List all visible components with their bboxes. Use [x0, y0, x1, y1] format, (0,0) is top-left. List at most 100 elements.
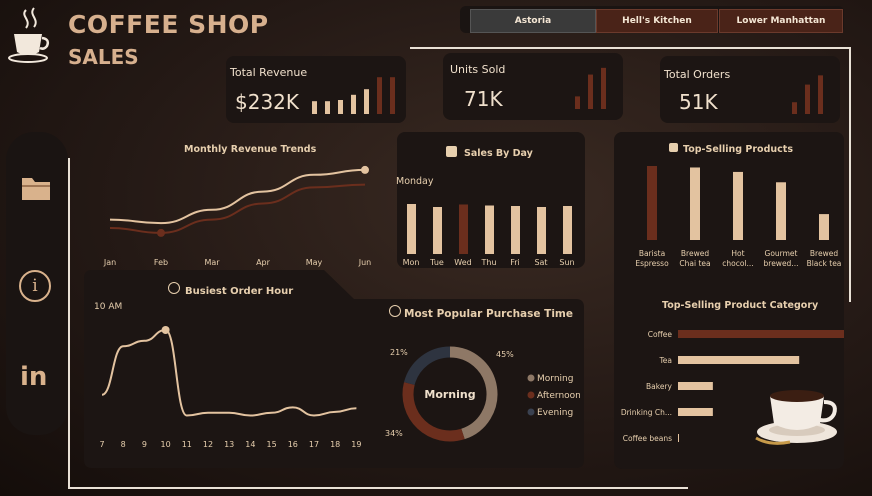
x-tick-label: Sun — [559, 258, 574, 267]
kpi-sparkline-bar — [601, 67, 606, 109]
peak-hour-marker — [161, 326, 170, 334]
x-tick-label: 11 — [182, 440, 192, 449]
x-tick-label: Black tea — [807, 259, 842, 268]
kpi-sparkline-bar — [325, 101, 330, 114]
x-tick-label: 9 — [142, 440, 147, 449]
busiest-hour-panel-bg — [84, 270, 584, 468]
y-tick-label: Coffee — [648, 330, 673, 339]
kpi-sparkline-bar — [351, 94, 356, 114]
x-tick-label: Hot — [731, 249, 744, 258]
peak-hour-label: 10 AM — [94, 302, 123, 312]
x-tick-label: 12 — [203, 440, 213, 449]
coffee-cup-illustration — [755, 390, 837, 445]
x-tick-label: Espresso — [635, 259, 669, 268]
product-bar — [690, 167, 700, 240]
x-tick-label: Wed — [454, 258, 471, 267]
x-tick-label: 16 — [288, 440, 298, 449]
calendar-icon — [446, 146, 457, 157]
legend-swatch — [527, 391, 535, 399]
legend-swatch — [527, 374, 535, 382]
revenue-series-line — [109, 168, 366, 225]
day-bar — [407, 204, 416, 254]
x-tick-label: Chai tea — [679, 259, 710, 268]
x-tick-label: 7 — [99, 440, 104, 449]
x-tick-label: 14 — [245, 440, 255, 449]
sales-by-day-chart: Mon Tue Wed Thu Fri Sat Sun — [403, 204, 575, 267]
tab-astoria[interactable]: Astoria — [470, 9, 596, 33]
donut-data-label: 34% — [385, 429, 403, 438]
revenue-max-marker — [361, 165, 369, 174]
kpi-sparkline-bar — [588, 74, 593, 109]
x-tick-label: Mar — [204, 258, 220, 267]
x-tick-label: Brewed — [681, 249, 709, 258]
y-tick-label: Bakery — [646, 382, 673, 391]
kpi-card-orders: Total Orders 51K — [660, 56, 840, 123]
chart-title-sales-by-day: Sales By Day — [464, 148, 533, 159]
day-bar — [485, 205, 494, 254]
linkedin-icon[interactable]: in — [20, 362, 48, 392]
kpi-sparkline-bar — [390, 77, 395, 114]
clock-icon — [168, 282, 180, 294]
x-tick-label: Tue — [429, 258, 444, 267]
day-bar — [459, 204, 468, 254]
kpi-sparkline — [312, 77, 395, 114]
kpi-sparkline-bar — [338, 100, 343, 114]
kpi-sparkline — [792, 75, 823, 114]
x-tick-label: Gourmet — [765, 249, 798, 258]
x-tick-label: 10 — [161, 440, 171, 449]
kpi-card-revenue: Total Revenue $232K — [226, 56, 406, 123]
day-bar — [511, 206, 520, 254]
clock-icon — [389, 305, 401, 317]
donut-center-label: Morning — [424, 388, 475, 401]
kpi-card-units: Units Sold 71K — [443, 53, 623, 120]
revenue-series-line — [109, 183, 366, 234]
purchase-time-donut: Morning 45% 34% 21% Morning Afternoon Evening — [385, 346, 580, 442]
top-category-chart: Coffee Tea Bakery Drinking Ch... Coffee bean… — [621, 330, 844, 443]
x-tick-label: May — [306, 258, 323, 267]
info-icon[interactable]: i — [19, 270, 51, 302]
product-bar — [647, 166, 657, 240]
chart-title-monthly-revenue: Monthly Revenue Trends — [184, 144, 317, 155]
revenue-min-marker — [157, 228, 165, 237]
product-bar — [819, 214, 829, 240]
kpi-sparkline-bar — [312, 101, 317, 114]
kpi-sparkline-bar — [805, 84, 810, 114]
kpi-value: 71K — [464, 87, 503, 111]
x-tick-label: Apr — [256, 258, 271, 267]
legend-swatch — [527, 408, 535, 416]
store-location-slicer: Astoria Hell's Kitchen Lower Manhattan — [460, 6, 844, 33]
donut-data-label: 45% — [496, 350, 514, 359]
page-title: COFFEE SHOP — [68, 10, 269, 39]
tab-hells-kitchen[interactable]: Hell's Kitchen — [596, 9, 718, 33]
frame-line-left — [68, 158, 70, 488]
x-tick-label: 15 — [267, 440, 277, 449]
top-products-card: Top-Selling Products Barista Espresso Brew… — [614, 132, 844, 469]
donut-data-label: 21% — [390, 348, 408, 357]
product-bar — [776, 182, 786, 240]
tab-lower-manhattan[interactable]: Lower Manhattan — [719, 9, 843, 33]
donut-slice — [403, 346, 451, 386]
kpi-value: 51K — [679, 90, 718, 114]
x-tick-label: 8 — [121, 440, 126, 449]
x-tick-label: Thu — [480, 258, 496, 267]
x-tick-label: 13 — [224, 440, 234, 449]
x-tick-label: Barista — [639, 249, 665, 258]
x-tick-label: Mon — [403, 258, 420, 267]
chart-title-purchase-time: Most Popular Purchase Time — [404, 308, 573, 320]
x-tick-label: 18 — [330, 440, 340, 449]
kpi-sparkline-bar — [792, 102, 797, 114]
hour-series-line — [101, 328, 357, 417]
folder-icon[interactable] — [20, 174, 52, 202]
legend-label: Afternoon — [537, 391, 580, 401]
kpi-value: $232K — [235, 90, 300, 114]
kpi-sparkline-bar — [818, 75, 823, 114]
busiest-hour-chart: 7 8 9 10 11 12 13 14 15 16 17 18 19 — [99, 326, 361, 449]
x-tick-label: Brewed — [810, 249, 838, 258]
x-tick-label: brewed... — [764, 259, 799, 268]
chart-title-busiest-hour: Busiest Order Hour — [185, 286, 294, 297]
kpi-sparkline-bar — [575, 96, 580, 109]
category-bar — [678, 434, 679, 442]
donut-slice — [402, 382, 465, 442]
monthly-revenue-chart: Jan Feb Mar Apr May Jun — [103, 165, 371, 267]
